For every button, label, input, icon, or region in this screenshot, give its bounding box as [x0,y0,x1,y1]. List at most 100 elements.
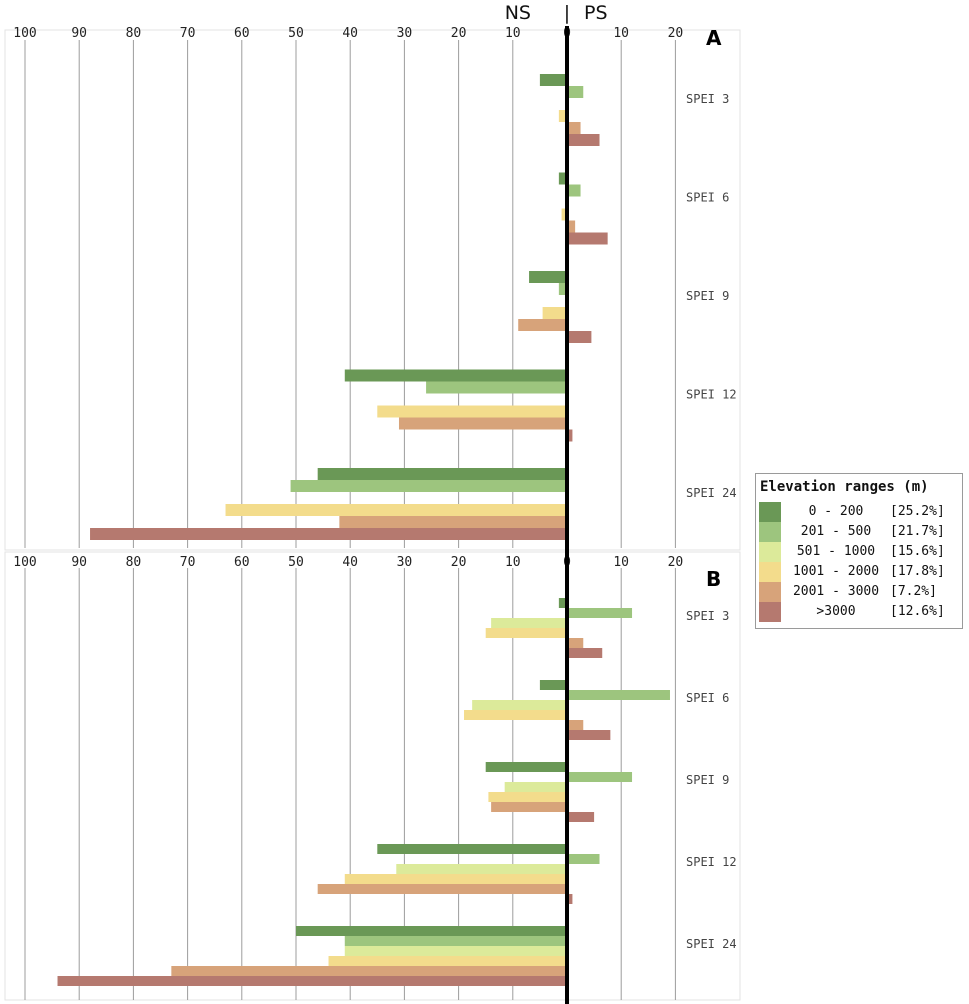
x-tick-label: 10 [505,26,521,41]
x-tick-label: 30 [397,26,413,41]
bar [488,792,567,802]
category-label: SPEI 9 [686,773,729,787]
category-label: SPEI 9 [686,289,729,303]
legend-item: 501 - 1000 [15.6%] [756,542,962,562]
bar [567,854,600,864]
x-tick-label: 80 [126,26,142,41]
legend-percent: [17.8%] [890,564,945,579]
legend-item: 2001 - 3000 [7.2%] [756,582,962,602]
legend-swatch [759,542,781,562]
bar [542,307,567,319]
bar [561,208,567,221]
legend-title: Elevation ranges (m) [760,479,929,495]
bar [377,405,567,418]
bar [539,680,567,690]
legend-percent: [25.2%] [890,504,945,519]
bar [567,690,670,700]
bar [558,110,567,122]
bar [339,516,567,528]
legend-swatch [759,582,781,602]
panel-frame [4,551,741,1001]
bar [344,874,567,884]
category-label-layer: SPEI 3 SPEI 6 SPEI 9 SPEI 12 SPEI 24 SPEI 3 SP… [686,92,737,951]
category-label: SPEI 24 [686,486,737,500]
bar [317,468,567,480]
x-tick-label: 90 [71,555,87,570]
bar [344,946,567,956]
bar [290,480,567,492]
x-tick-label: 40 [342,26,358,41]
legend: Elevation ranges (m) 0 - 200 [25.2%] 201… [755,473,963,629]
bar [558,172,567,185]
bar-layer [57,74,670,986]
x-tick-label: 30 [397,555,413,570]
panel-label-b: B [706,567,721,591]
bar [398,417,567,430]
bar [567,648,603,658]
bar [344,369,567,382]
x-tick-label: 20 [668,555,684,570]
legend-percent: [12.6%] [890,604,945,619]
header-ns-label: NS [505,2,531,24]
bar [567,331,592,343]
bar [491,802,567,812]
legend-range: 1001 - 2000 [792,564,880,579]
legend-range: 501 - 1000 [796,544,876,559]
legend-percent: [21.7%] [890,524,945,539]
category-label: SPEI 12 [686,388,737,402]
bar [57,976,568,986]
bar [377,844,567,854]
bar [567,134,600,146]
bar [296,926,567,936]
legend-swatch [759,562,781,582]
legend-range: >3000 [816,604,856,619]
bar [567,772,633,782]
bar [485,628,567,638]
bar [90,528,567,540]
header-ps-label: PS [584,2,608,24]
bar [518,319,567,331]
bar [171,966,567,976]
x-tick-label: 100 [13,26,36,41]
x-tick-label: 100 [13,555,36,570]
bar [567,812,595,822]
bar [567,86,584,98]
legend-swatch [759,522,781,542]
bar [558,283,567,295]
bar [567,730,611,740]
x-tick-label: 70 [180,555,196,570]
bar [567,232,608,245]
x-tick-label: 80 [126,555,142,570]
bar [567,638,584,648]
bar [504,782,567,792]
bar [529,271,567,283]
x-tick-label: 50 [288,555,304,570]
bar [567,184,581,197]
x-tick-label: 40 [342,555,358,570]
bar [539,74,567,86]
legend-item: >3000 [12.6%] [756,602,962,622]
legend-range: 201 - 500 [800,524,872,539]
bar [491,618,567,628]
x-tick-label: 10 [505,555,521,570]
panel-label-a: A [706,26,722,50]
x-tick-label: 70 [180,26,196,41]
panel-frame [4,29,741,551]
bar [567,429,573,442]
x-tick-label: 10 [613,26,629,41]
bar [567,122,581,134]
x-tick-label: 10 [613,555,629,570]
bar [225,504,568,516]
legend-swatch [759,502,781,522]
tick-layer: 1009080706050403020100102010090807060504… [13,26,683,570]
bar [328,956,567,966]
category-label: SPEI 3 [686,609,729,623]
legend-swatch [759,602,781,622]
bar [558,598,567,608]
category-label: SPEI 3 [686,92,729,106]
x-tick-label: 60 [234,26,250,41]
legend-item: 0 - 200 [25.2%] [756,502,962,522]
bar [567,220,576,233]
legend-item: 1001 - 2000 [17.8%] [756,562,962,582]
